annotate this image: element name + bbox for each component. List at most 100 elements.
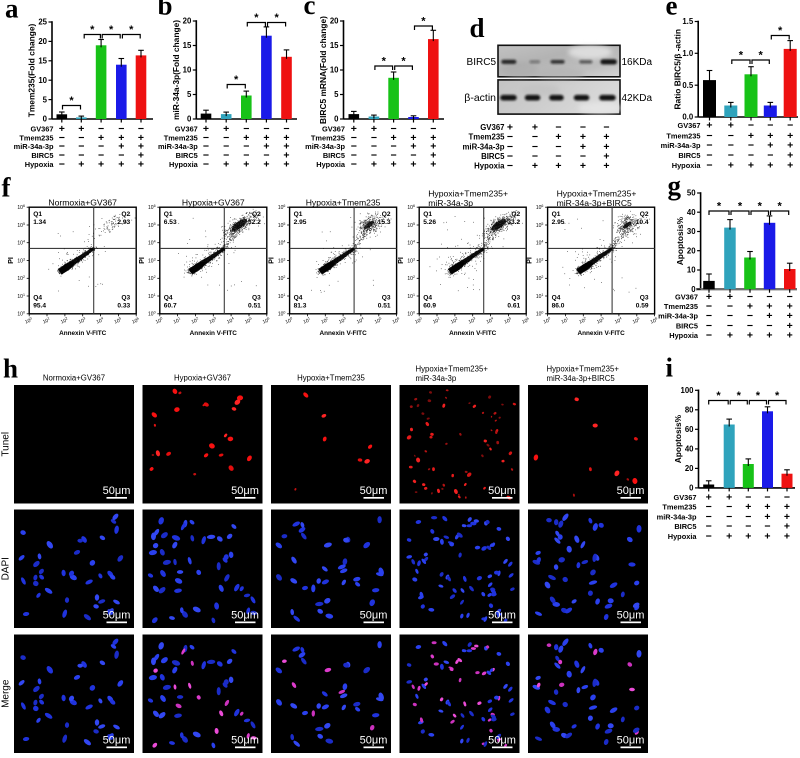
- svg-text:10.4: 10.4: [636, 219, 649, 226]
- svg-text:−: −: [726, 501, 732, 513]
- svg-text:0.61: 0.61: [507, 302, 520, 309]
- svg-text:105: 105: [374, 316, 384, 325]
- svg-text:+: +: [430, 150, 436, 162]
- svg-text:+: +: [371, 159, 377, 171]
- svg-text:−: −: [706, 301, 712, 313]
- svg-text:a: a: [5, 0, 19, 24]
- svg-text:0.5: 0.5: [682, 81, 694, 90]
- svg-text:−: −: [78, 132, 84, 144]
- svg-text:Tunel: Tunel: [0, 432, 11, 457]
- svg-text:+: +: [784, 531, 790, 543]
- svg-text:−: −: [580, 122, 586, 134]
- svg-text:*: *: [778, 25, 783, 37]
- svg-text:50μm: 50μm: [231, 735, 259, 747]
- svg-text:−: −: [706, 130, 712, 142]
- svg-text:*: *: [109, 24, 114, 36]
- svg-text:−: −: [203, 150, 209, 162]
- svg-text:miR-34a-3p: miR-34a-3p: [657, 513, 697, 522]
- svg-text:102: 102: [578, 316, 588, 325]
- svg-text:−: −: [351, 132, 357, 144]
- svg-text:104: 104: [148, 240, 156, 247]
- svg-text:PI: PI: [267, 257, 276, 264]
- svg-text:−: −: [430, 123, 436, 135]
- svg-text:+: +: [243, 159, 249, 171]
- svg-text:0.59: 0.59: [636, 302, 649, 309]
- svg-text:0.33: 0.33: [117, 302, 130, 309]
- svg-text:*: *: [756, 390, 761, 402]
- svg-text:−: −: [507, 151, 513, 163]
- svg-text:Hypoxia: Hypoxia: [669, 331, 699, 340]
- svg-text:−: −: [98, 123, 104, 135]
- svg-text:+: +: [747, 301, 753, 313]
- svg-text:Tmem235: Tmem235: [469, 133, 506, 142]
- svg-text:50μm: 50μm: [103, 485, 131, 497]
- svg-text:101: 101: [17, 293, 25, 300]
- svg-text:100: 100: [542, 316, 552, 325]
- svg-text:*: *: [777, 201, 782, 213]
- svg-text:miR-34a-3p+BIRC5: miR-34a-3p+BIRC5: [557, 198, 632, 208]
- svg-text:60: 60: [685, 425, 694, 434]
- svg-text:101: 101: [407, 293, 415, 300]
- svg-text:104: 104: [485, 316, 495, 325]
- svg-text:103: 103: [467, 316, 477, 325]
- svg-text:BIRC5: BIRC5: [678, 151, 700, 160]
- svg-text:0: 0: [689, 484, 694, 493]
- svg-text:+: +: [748, 130, 754, 142]
- svg-text:Q1: Q1: [33, 211, 42, 218]
- svg-text:100: 100: [284, 316, 294, 325]
- svg-text:102: 102: [148, 275, 156, 282]
- svg-text:105: 105: [244, 316, 254, 325]
- svg-text:β-actin: β-actin: [464, 92, 496, 104]
- svg-text:+: +: [747, 330, 753, 342]
- svg-text:+: +: [580, 160, 586, 172]
- svg-text:Tmem235: Tmem235: [19, 133, 53, 142]
- svg-text:106: 106: [521, 316, 531, 325]
- svg-text:−: −: [59, 141, 65, 153]
- svg-text:+: +: [787, 301, 793, 313]
- svg-text:2.93: 2.93: [117, 219, 130, 226]
- svg-text:103: 103: [208, 316, 218, 325]
- svg-text:100: 100: [24, 316, 34, 325]
- svg-text:−: −: [78, 150, 84, 162]
- svg-text:Q1: Q1: [423, 211, 432, 218]
- svg-text:i: i: [666, 353, 674, 383]
- svg-text:+: +: [767, 140, 773, 152]
- svg-text:5.26: 5.26: [423, 219, 436, 226]
- svg-text:100: 100: [17, 311, 25, 318]
- svg-text:Apoptosis%: Apoptosis%: [673, 414, 683, 463]
- svg-text:−: −: [726, 521, 732, 533]
- svg-text:103: 103: [77, 316, 87, 325]
- svg-text:106: 106: [278, 204, 286, 211]
- svg-text:−: −: [787, 291, 793, 303]
- svg-text:106: 106: [131, 316, 141, 325]
- svg-text:−: −: [727, 310, 733, 322]
- svg-text:+: +: [410, 159, 416, 171]
- svg-text:Hypoxia+Tmem235+: Hypoxia+Tmem235+: [547, 365, 620, 374]
- svg-text:−: −: [223, 150, 229, 162]
- svg-text:0: 0: [43, 115, 48, 124]
- svg-text:10: 10: [330, 66, 339, 75]
- svg-text:−: −: [532, 131, 538, 143]
- svg-text:−: −: [706, 320, 712, 332]
- svg-text:50μm: 50μm: [488, 735, 516, 747]
- svg-text:+: +: [430, 132, 436, 144]
- svg-text:−: −: [410, 150, 416, 162]
- svg-text:50μm: 50μm: [617, 735, 645, 747]
- svg-text:40: 40: [687, 208, 696, 217]
- svg-text:+: +: [391, 132, 397, 144]
- svg-text:106: 106: [407, 204, 415, 211]
- svg-text:100: 100: [680, 386, 694, 395]
- svg-text:*: *: [739, 50, 744, 62]
- svg-text:GV367: GV367: [175, 125, 198, 134]
- svg-text:Q2: Q2: [640, 211, 649, 218]
- svg-text:DAPI: DAPI: [1, 557, 12, 580]
- svg-text:−: −: [706, 140, 712, 152]
- svg-text:+: +: [706, 492, 712, 504]
- svg-text:−: −: [706, 511, 712, 523]
- svg-text:+: +: [203, 123, 209, 135]
- svg-text:Hypoxia: Hypoxia: [668, 532, 698, 541]
- svg-text:+: +: [766, 330, 772, 342]
- svg-text:101: 101: [172, 316, 182, 325]
- svg-text:*: *: [254, 12, 259, 24]
- svg-text:102: 102: [17, 275, 25, 282]
